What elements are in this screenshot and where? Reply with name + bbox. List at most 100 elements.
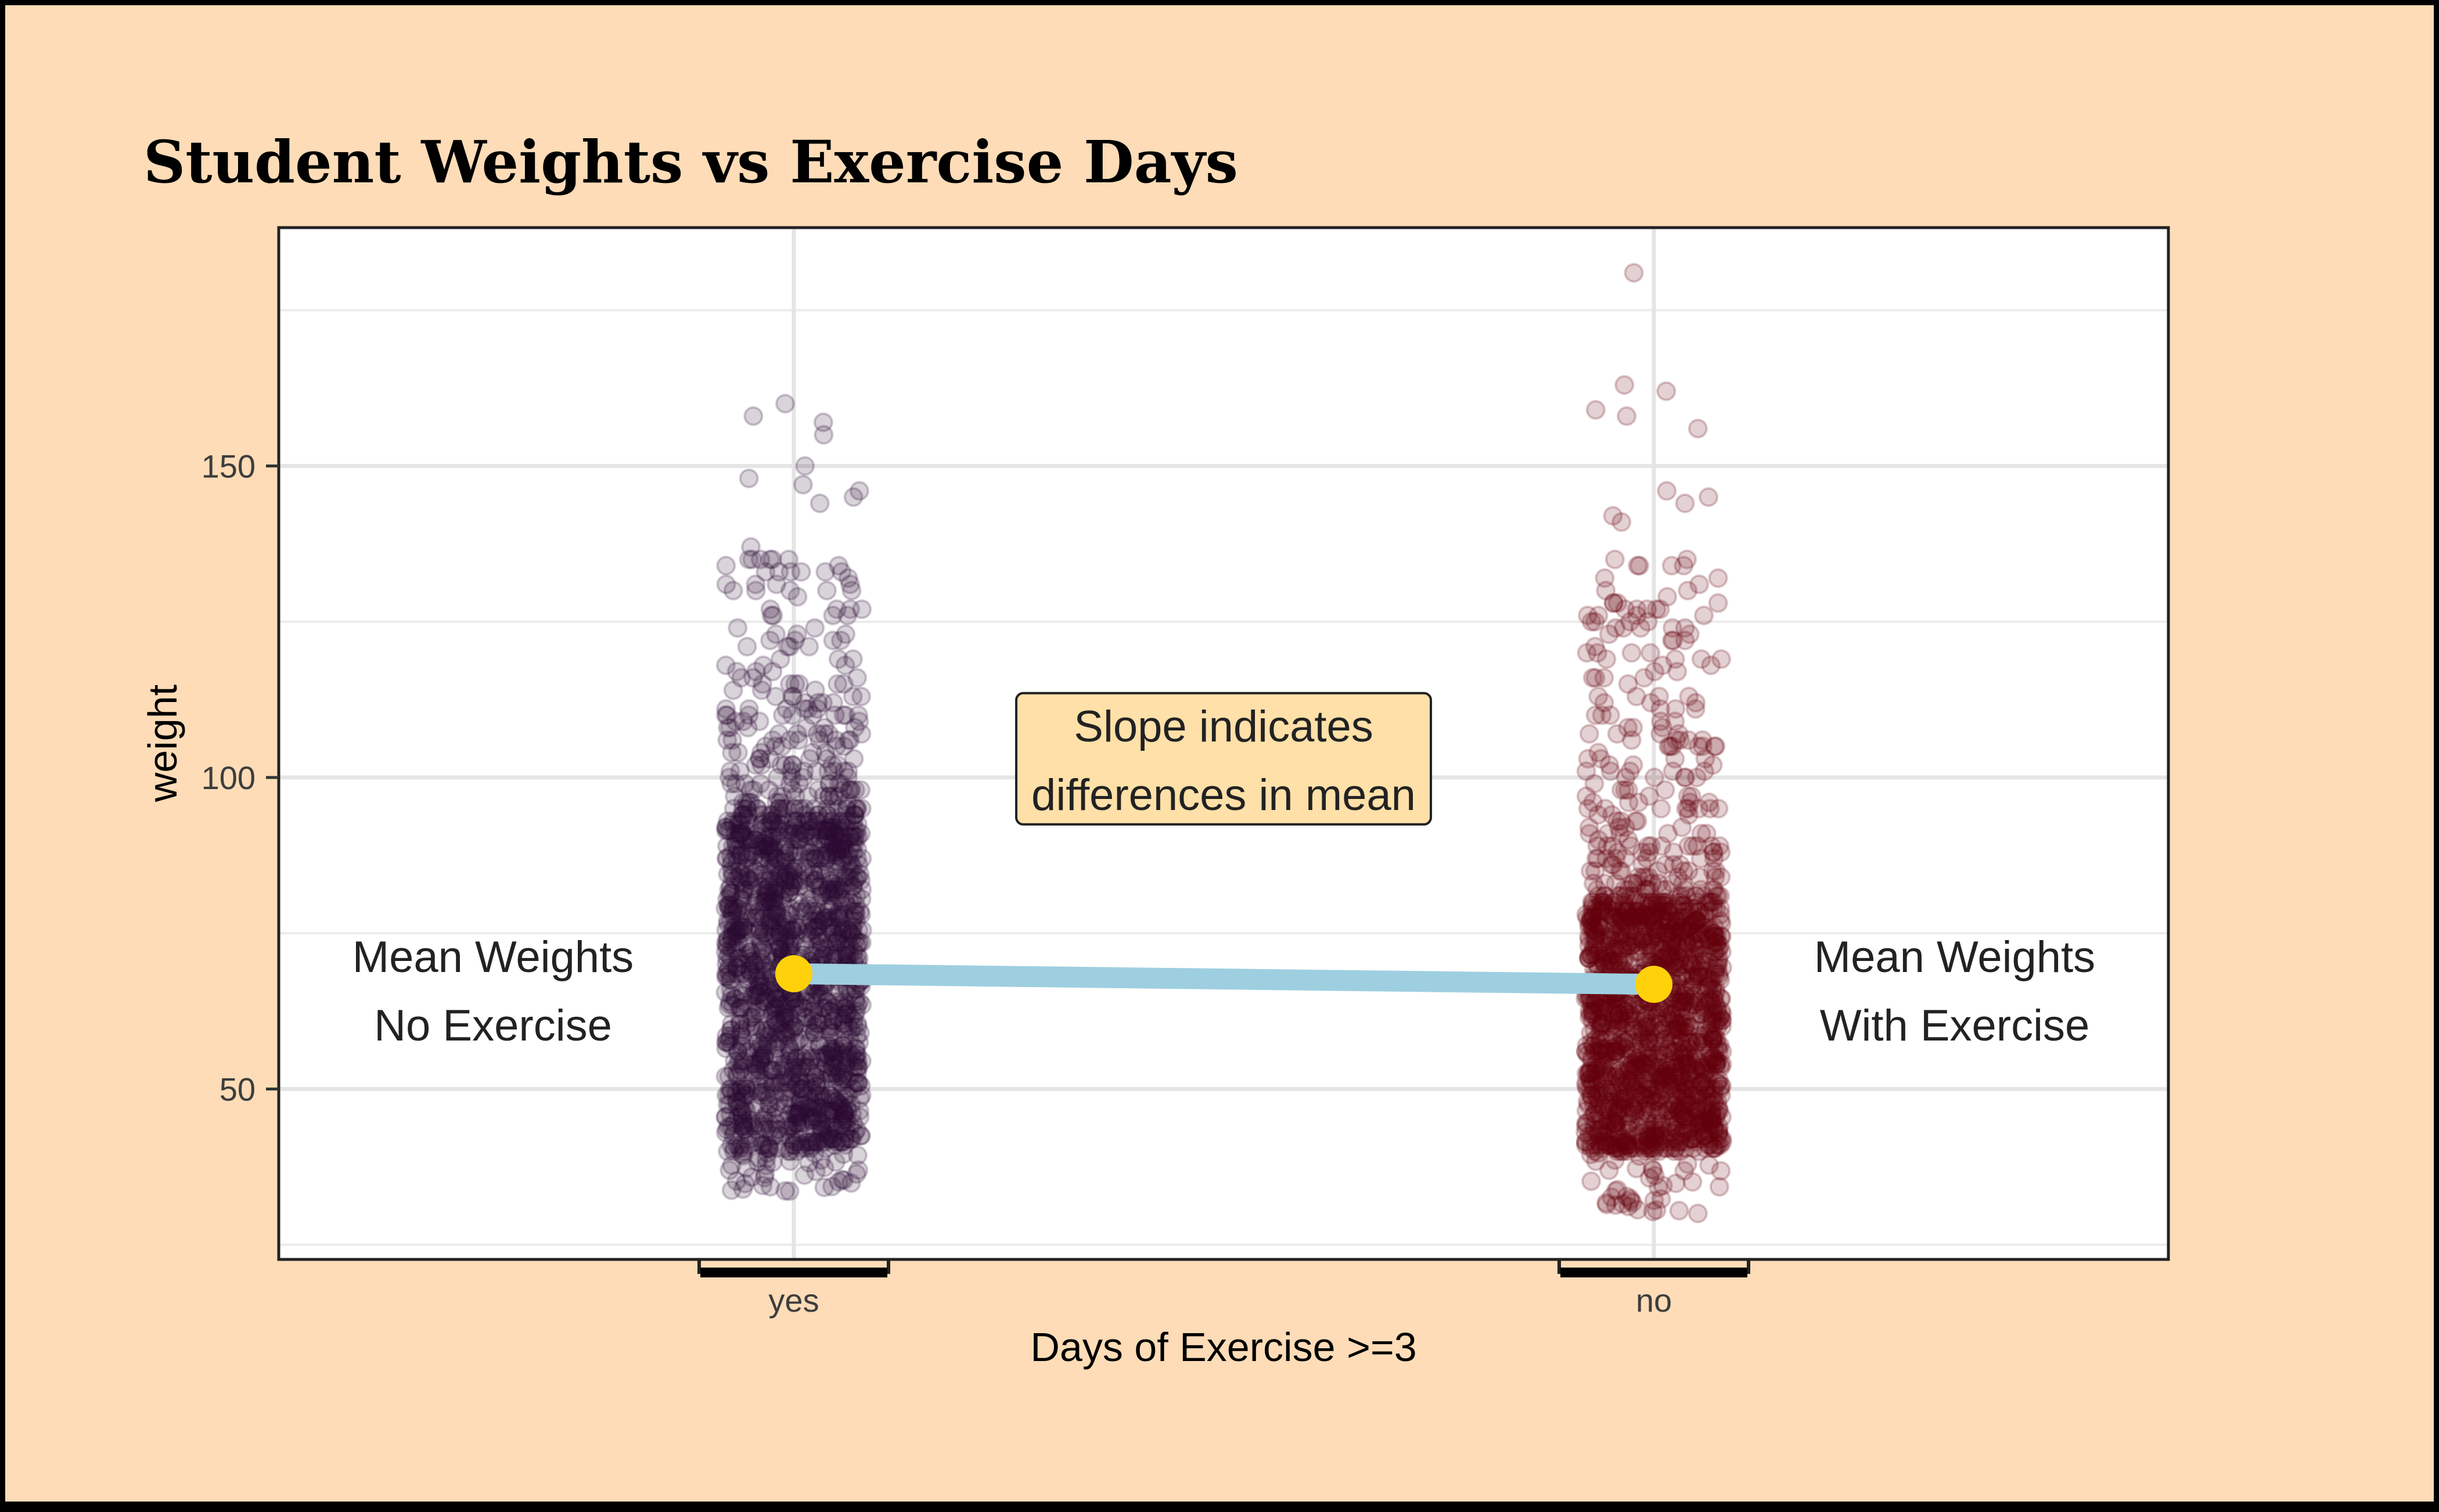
data-point	[793, 1079, 814, 1099]
data-point	[721, 979, 741, 999]
data-point	[721, 948, 741, 969]
data-point	[749, 917, 769, 937]
data-point	[851, 1125, 871, 1146]
data-point	[756, 736, 776, 757]
data-point	[831, 1051, 851, 1071]
data-point	[763, 826, 783, 847]
data-point	[754, 992, 774, 1012]
data-point	[749, 920, 769, 940]
data-point	[799, 848, 819, 869]
data-point	[1658, 1060, 1678, 1081]
data-point	[804, 817, 824, 837]
data-point	[761, 1023, 782, 1043]
data-point	[767, 1023, 787, 1043]
data-point	[741, 1007, 761, 1028]
data-point	[829, 917, 849, 937]
data-point	[776, 917, 796, 937]
data-point	[750, 982, 771, 1003]
data-point	[763, 1076, 783, 1096]
data-point	[729, 1138, 750, 1158]
data-point	[803, 1010, 823, 1031]
data-point	[733, 982, 753, 1003]
data-point	[1704, 1004, 1725, 1024]
data-point	[765, 898, 786, 919]
data-point	[815, 851, 836, 872]
data-point	[732, 823, 753, 844]
data-point	[824, 880, 844, 900]
data-point	[825, 945, 846, 965]
data-point	[751, 948, 772, 969]
data-point	[1605, 926, 1625, 946]
data-point	[731, 1023, 751, 1043]
data-point	[731, 954, 751, 974]
data-point	[726, 836, 746, 856]
data-point	[1665, 1173, 1686, 1194]
data-point	[824, 823, 844, 844]
data-point	[739, 1082, 760, 1102]
data-point	[1660, 929, 1681, 949]
data-point	[1661, 556, 1682, 576]
data-point	[753, 1116, 774, 1136]
data-point	[827, 876, 847, 897]
data-point	[822, 1116, 842, 1136]
data-point	[831, 1132, 851, 1152]
data-point	[792, 1047, 812, 1068]
data-point	[790, 1095, 810, 1115]
data-point	[822, 1129, 842, 1149]
data-point	[775, 870, 795, 891]
data-point	[1701, 655, 1721, 675]
data-point	[848, 1160, 869, 1180]
data-point	[1624, 1079, 1645, 1099]
data-point	[1600, 705, 1620, 725]
x-tick-label: no	[1636, 1282, 1672, 1319]
data-point	[782, 920, 803, 940]
data-point	[773, 892, 793, 912]
data-point	[829, 1101, 850, 1121]
data-point	[839, 1017, 859, 1037]
data-point	[717, 929, 738, 949]
data-point	[822, 1176, 842, 1197]
data-point	[1667, 661, 1688, 682]
data-point	[803, 1001, 823, 1021]
data-point	[840, 1029, 860, 1049]
data-points	[715, 262, 1732, 1223]
data-point	[821, 1067, 841, 1087]
data-point	[852, 933, 872, 953]
data-point	[716, 556, 736, 576]
data-point	[734, 933, 754, 953]
data-point	[720, 1095, 740, 1115]
data-point	[718, 1032, 739, 1053]
data-point	[848, 1072, 868, 1093]
data-point	[787, 842, 807, 862]
data-point	[1686, 1051, 1707, 1071]
data-point	[1605, 549, 1625, 570]
data-point	[766, 1072, 786, 1093]
data-point	[822, 1042, 842, 1062]
data-point	[716, 967, 736, 987]
data-point	[757, 836, 778, 856]
data-point	[815, 1057, 836, 1077]
data-point	[807, 1085, 827, 1106]
data-point	[815, 1129, 836, 1149]
data-point	[751, 942, 771, 962]
data-point	[749, 1067, 769, 1087]
data-point	[756, 880, 776, 900]
data-point	[726, 939, 747, 959]
data-point	[770, 926, 790, 946]
data-point	[742, 908, 762, 928]
data-point	[834, 817, 855, 837]
data-point	[732, 1076, 753, 1096]
data-point	[835, 1004, 855, 1024]
data-point	[1621, 643, 1642, 663]
x-bracket-bar	[700, 1268, 887, 1277]
data-point	[745, 830, 765, 850]
data-point	[748, 979, 768, 999]
data-point	[849, 1032, 869, 1053]
data-point	[765, 923, 785, 944]
data-point	[833, 1020, 854, 1040]
data-point	[743, 985, 763, 1006]
data-point	[837, 1097, 857, 1118]
data-point	[724, 1138, 744, 1158]
data-point	[776, 1072, 796, 1093]
data-point	[829, 905, 850, 925]
